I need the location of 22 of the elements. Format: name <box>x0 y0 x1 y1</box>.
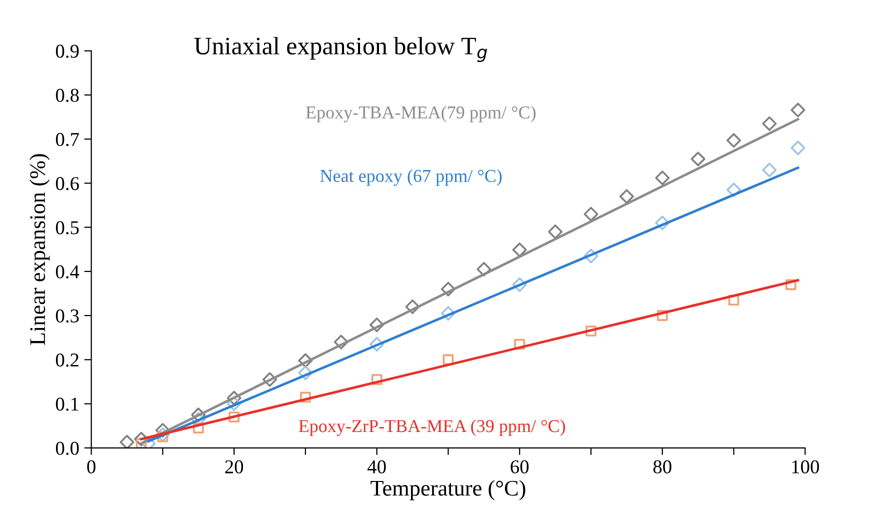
x-axis-title: Temperature (°C) <box>370 480 526 500</box>
x-tick-label: 0 <box>87 460 96 474</box>
y-tick-label: 0.5 <box>56 221 79 234</box>
y-tick-label: 0.1 <box>56 398 78 411</box>
y-tick-label: 0.6 <box>56 177 79 190</box>
series-label: Epoxy-ZrP-TBA-MEA (39 ppm/ °C) <box>298 419 566 436</box>
y-tick-label: 0.0 <box>56 442 79 455</box>
y-tick-label: 0.2 <box>56 353 78 367</box>
x-tick-label: 80 <box>653 460 672 474</box>
y-tick-label: 0.9 <box>56 44 79 58</box>
y-tick-label: 0.3 <box>56 309 79 323</box>
x-tick-label: 100 <box>792 460 819 474</box>
text: Epoxy-TBA-MEA(79 ppm/ °C) <box>306 106 536 122</box>
x-tick-label: 40 <box>367 460 386 474</box>
x-tick-label: 20 <box>225 460 244 474</box>
chart-title: Uniaxial expansion below T$_{g}$ <box>194 36 488 62</box>
y-tick-label: 0.4 <box>56 265 80 278</box>
x-tick-label: 60 <box>510 460 529 474</box>
y-axis-title: Linear expansion (%) <box>29 154 50 345</box>
y-tick-label: 0.8 <box>56 88 79 102</box>
text: Neat epoxy (67 ppm/ °C) <box>320 169 502 186</box>
y-tick-label: 0.7 <box>56 132 79 146</box>
